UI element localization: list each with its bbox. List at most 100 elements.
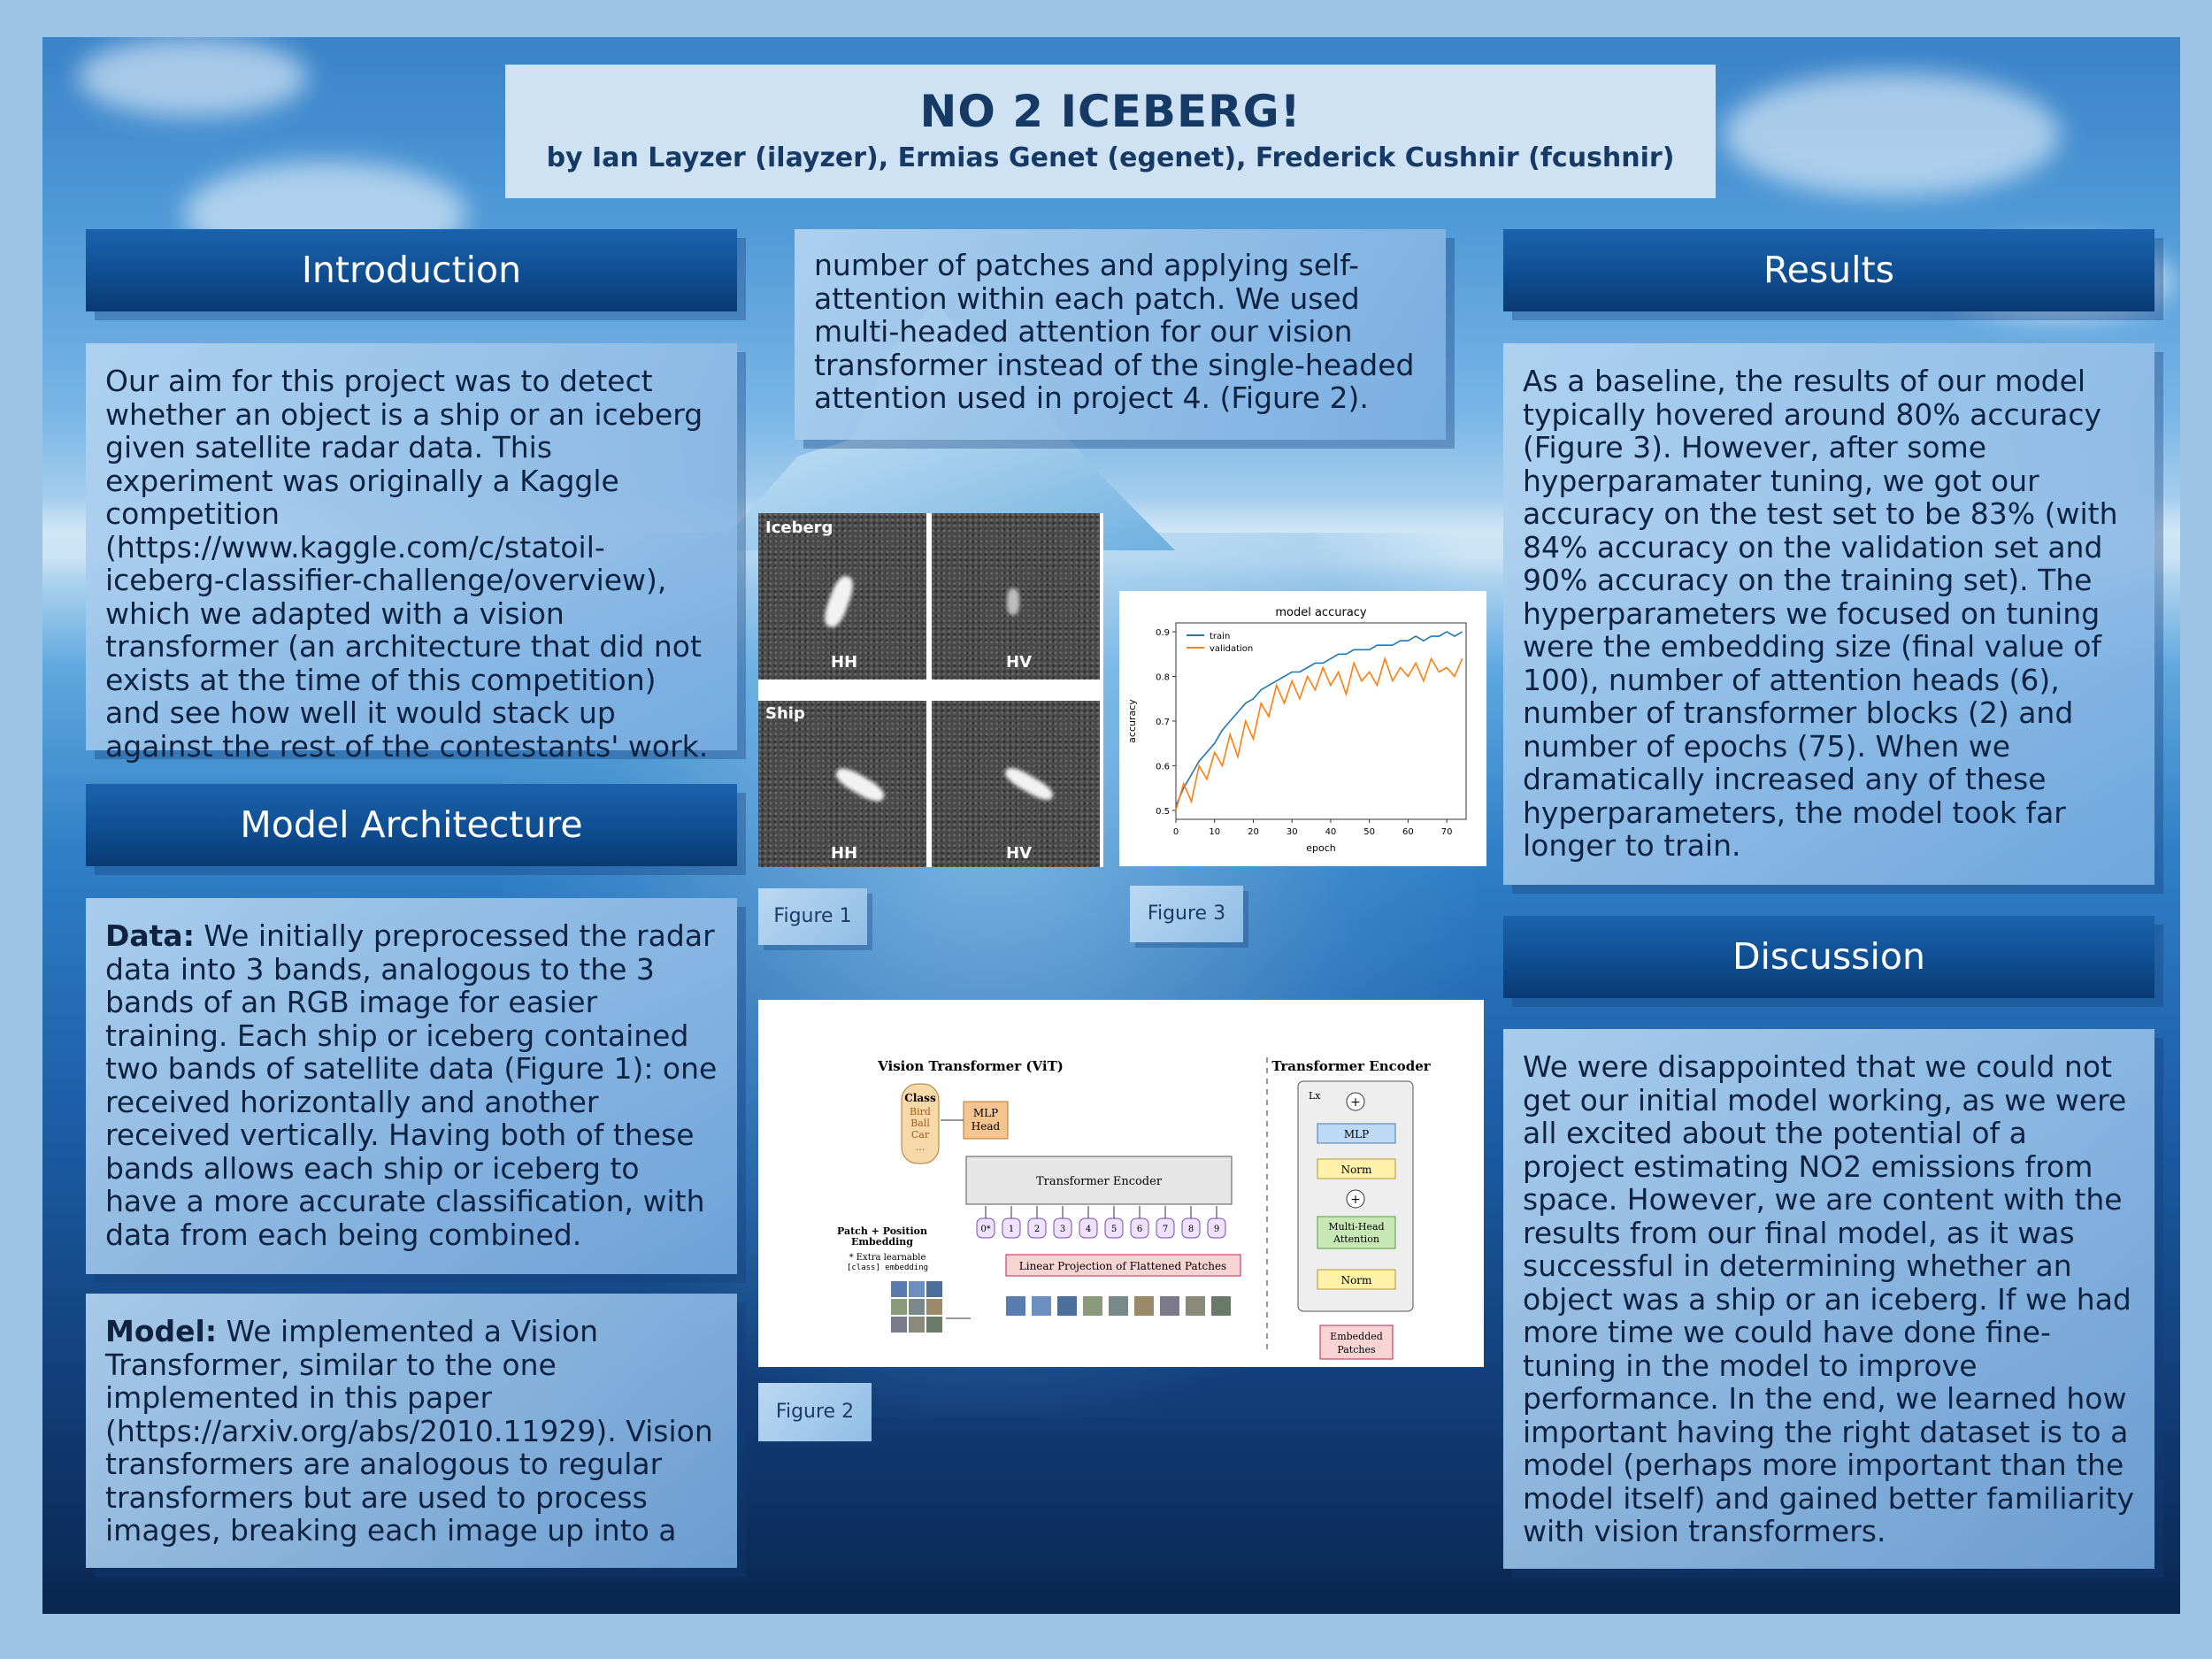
- class-label: Class: [904, 1092, 936, 1104]
- vit-title: Vision Transformer (ViT): [877, 1058, 1064, 1074]
- y-axis-label: accuracy: [1126, 699, 1138, 743]
- transformer-encoder-box: [965, 1156, 1233, 1205]
- svg-text:Multi-Head: Multi-Head: [1328, 1221, 1384, 1233]
- discussion-panel: We were disappointed that we could not g…: [1503, 1029, 2154, 1569]
- chart-title: model accuracy: [1275, 606, 1367, 619]
- legend-label-validation: validation: [1210, 644, 1253, 654]
- series-line-train: [1175, 631, 1463, 807]
- token-label: 2: [1034, 1225, 1040, 1234]
- svg-text:MLP: MLP: [973, 1107, 998, 1119]
- poster-title: NO 2 ICEBERG!: [919, 86, 1302, 137]
- svg-text:Patches: Patches: [1337, 1344, 1376, 1356]
- figure-2-caption: Figure 2: [758, 1383, 872, 1441]
- svg-text:MLP: MLP: [1344, 1128, 1369, 1141]
- svg-text:Lx: Lx: [1309, 1090, 1321, 1102]
- results-panel: As a baseline, the results of our model …: [1503, 343, 2154, 885]
- x-tick-label: 70: [1441, 827, 1453, 837]
- svg-text:Transformer Encoder: Transformer Encoder: [1036, 1175, 1163, 1188]
- model-panel: Model: We implemented a Vision Transform…: [86, 1294, 737, 1568]
- model-continued-panel: number of patches and applying self-atte…: [795, 229, 1446, 440]
- figure-1: Iceberg Ship HH HV HH HV: [758, 513, 1103, 867]
- token-label: 5: [1111, 1225, 1117, 1234]
- x-tick-label: 10: [1209, 827, 1220, 837]
- introduction-text: Our aim for this project was to detect w…: [105, 364, 709, 764]
- label-hh: HH: [831, 653, 858, 672]
- model-label: Model:: [105, 1314, 218, 1348]
- token-label: 8: [1188, 1225, 1194, 1234]
- svg-text:+: +: [1350, 1193, 1361, 1207]
- title-banner: NO 2 ICEBERG! by Ian Layzer (ilayzer), E…: [505, 65, 1716, 198]
- cloud: [78, 37, 308, 117]
- legend-label-train: train: [1210, 632, 1230, 641]
- results-heading: Results: [1503, 229, 2154, 311]
- svg-text:Attention: Attention: [1333, 1233, 1379, 1245]
- vit-diagram: Vision Transformer (ViT) Transformer Enc…: [837, 1057, 1432, 1360]
- series-line-validation: [1175, 656, 1463, 811]
- svg-text:Embedded: Embedded: [1330, 1331, 1383, 1342]
- y-tick-label: 0.8: [1156, 673, 1170, 683]
- patch-image: [1186, 1296, 1205, 1316]
- introduction-heading: Introduction: [86, 229, 737, 311]
- y-tick-label: 0.6: [1156, 762, 1170, 772]
- figure-3-chart: model accuracy epoch accuracy 0 10 20 30 40 50 60…: [1119, 591, 1486, 866]
- label-hv: HV: [1006, 844, 1032, 863]
- label-hv: HV: [1006, 653, 1032, 672]
- svg-text:Norm: Norm: [1341, 1274, 1372, 1286]
- patch-image: [1057, 1296, 1077, 1316]
- discussion-text: We were disappointed that we could not g…: [1523, 1049, 2134, 1548]
- x-tick-label: 20: [1248, 827, 1259, 837]
- poster-authors: by Ian Layzer (ilayzer), Ermias Genet (e…: [546, 142, 1675, 173]
- linear-projection-box: [1005, 1254, 1241, 1277]
- token-label: 0*: [980, 1225, 990, 1234]
- svg-text:Linear Projection of Flattened: Linear Projection of Flattened Patches: [1019, 1260, 1226, 1272]
- token-label: 1: [1009, 1225, 1014, 1234]
- sar-ship-hv: [932, 701, 1100, 867]
- x-tick-label: 40: [1325, 827, 1337, 837]
- token-label: 9: [1214, 1225, 1219, 1234]
- sar-ship-hh: [758, 701, 926, 867]
- y-tick-label: 0.7: [1156, 718, 1170, 727]
- x-tick-label: 30: [1286, 827, 1298, 837]
- svg-text:Patch + Position: Patch + Position: [837, 1225, 927, 1237]
- svg-text:Bird: Bird: [910, 1106, 931, 1118]
- label-ship: Ship: [765, 704, 805, 723]
- mlp-head-box: [963, 1101, 1009, 1140]
- patch-image: [1032, 1296, 1051, 1316]
- data-text: We initially preprocessed the radar data…: [105, 918, 718, 1252]
- add-icon: [1346, 1092, 1365, 1111]
- label-iceberg: Iceberg: [765, 518, 833, 537]
- accuracy-chart: model accuracy epoch accuracy 0 10 20 30 40 50 60…: [1126, 606, 1467, 854]
- token-label: 4: [1086, 1225, 1091, 1234]
- token-label: 6: [1137, 1225, 1142, 1234]
- patch-images: [891, 1281, 971, 1333]
- x-tick-label: 50: [1363, 827, 1375, 837]
- encoder-title: Transformer Encoder: [1271, 1058, 1431, 1074]
- figure-1-caption: Figure 1: [758, 888, 867, 945]
- svg-text:[class] embedding: [class] embedding: [847, 1263, 928, 1272]
- label-hh: HH: [831, 844, 858, 863]
- figure-3-caption: Figure 3: [1130, 886, 1243, 942]
- data-label: Data:: [105, 918, 195, 953]
- sar-iceberg-hv: [932, 513, 1100, 680]
- x-tick-label: 0: [1173, 827, 1179, 837]
- svg-text:Embedding: Embedding: [851, 1236, 913, 1248]
- svg-text:Head: Head: [972, 1120, 1001, 1133]
- patch-image: [1006, 1296, 1025, 1316]
- y-tick-label: 0.9: [1156, 628, 1170, 638]
- patch-image: [1160, 1296, 1179, 1316]
- svg-text:Car: Car: [911, 1129, 930, 1141]
- token-label: 3: [1060, 1225, 1065, 1234]
- token-row: 0* 1 2 3 4 5 6 7 8 9: [976, 1206, 1226, 1239]
- results-text: As a baseline, the results of our model …: [1523, 364, 2118, 863]
- flattened-patches: [1006, 1296, 1231, 1316]
- x-axis-label: epoch: [1306, 842, 1336, 854]
- discussion-heading: Discussion: [1503, 916, 2154, 998]
- patch-image: [1134, 1296, 1154, 1316]
- model-continued-text: number of patches and applying self-atte…: [814, 248, 1415, 415]
- svg-text:+: +: [1350, 1095, 1361, 1110]
- y-tick-label: 0.5: [1156, 807, 1170, 817]
- introduction-panel: Our aim for this project was to detect w…: [86, 343, 737, 763]
- sar-iceberg-hh: [758, 513, 926, 680]
- svg-text:Norm: Norm: [1341, 1164, 1372, 1176]
- model-text: We implemented a Vision Transformer, sim…: [105, 1314, 713, 1548]
